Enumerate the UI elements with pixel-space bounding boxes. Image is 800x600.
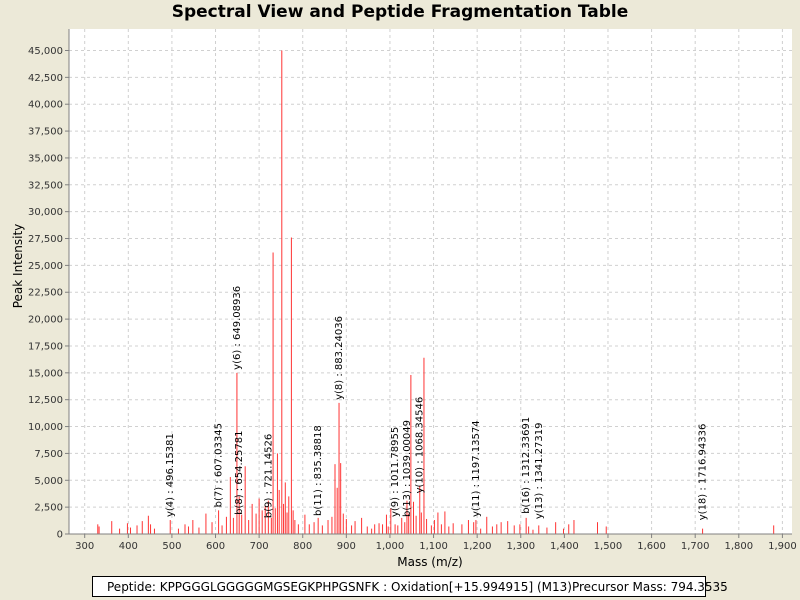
peak-annotation: b(8) : 654.25781 [234, 431, 245, 515]
x-tick-label: 1,600 [637, 541, 666, 552]
peak-annotation: y(18) : 1716.94336 [698, 424, 709, 521]
y-tick-label: 2,500 [34, 503, 63, 514]
peak-annotation: y(9) : 1011.78955 [390, 427, 401, 517]
y-tick-label: 7,500 [34, 449, 63, 460]
y-tick-label: 37,500 [28, 127, 63, 138]
y-tick-label: 42,500 [28, 73, 63, 84]
y-axis-label: Peak Intensity [11, 224, 25, 309]
x-tick-label: 1,500 [594, 541, 623, 552]
axes-group: 300 400 500 600 700 800 900 1,000 1,100 1,200 1,30… [28, 29, 797, 552]
x-tick-label: 600 [206, 541, 225, 552]
chart-title: Spectral View and Peptide Fragmentation … [171, 2, 629, 22]
x-tick-label: 800 [293, 541, 312, 552]
x-tick-label: 1,700 [681, 541, 710, 552]
x-tick-label: 400 [119, 541, 138, 552]
x-tick-label: 1,800 [724, 541, 753, 552]
x-tick-label: 900 [337, 541, 356, 552]
y-tick-label: 0 [57, 530, 63, 541]
y-tick-label: 12,500 [28, 395, 63, 406]
y-tick-label: 5,000 [34, 476, 63, 487]
peak-annotation: y(10) : 1068.34546 [415, 397, 426, 494]
x-tick-label: 500 [162, 541, 181, 552]
y-tick-label: 17,500 [28, 341, 63, 352]
x-tick-label: 700 [250, 541, 269, 552]
peak-annotation: b(9) : 721.14526 [263, 434, 274, 518]
y-tick-label: 15,000 [28, 368, 63, 379]
x-tick-label: 1,100 [419, 541, 448, 552]
y-tick-label: 40,000 [28, 100, 63, 111]
peak-annotation: y(8) : 883.24036 [334, 316, 345, 400]
y-tick-label: 10,000 [28, 422, 63, 433]
y-tick-label: 25,000 [28, 261, 63, 272]
peak-annotation: b(16) : 1312.33691 [521, 417, 532, 514]
plot-area [69, 29, 792, 534]
y-tick-label: 27,500 [28, 234, 63, 245]
x-tick-label: 300 [75, 541, 94, 552]
x-tick-label: 1,400 [550, 541, 579, 552]
x-tick-label: 1,900 [768, 541, 797, 552]
x-tick-label: 1,300 [506, 541, 535, 552]
peak-annotation: y(6) : 649.08936 [232, 286, 243, 370]
peak-annotation: y(4) : 496.15381 [165, 433, 176, 517]
peak-annotation: y(13) : 1341.27319 [534, 423, 545, 520]
peak-annotation: b(13) : 1039.00049 [402, 420, 413, 517]
x-tick-label: 1,000 [376, 541, 405, 552]
peaks-group [97, 50, 775, 534]
y-tick-label: 45,000 [28, 46, 63, 57]
peak-annotation: b(11) : 835.38818 [313, 425, 324, 516]
y-tick-label: 30,000 [28, 207, 63, 218]
y-tick-label: 35,000 [28, 153, 63, 164]
peak-annotation: y(11) : 1197.13574 [471, 420, 482, 517]
x-axis-label: Mass (m/z) [397, 555, 462, 569]
y-tick-label: 20,000 [28, 315, 63, 326]
y-tick-label: 22,500 [28, 288, 63, 299]
grid-lines [69, 29, 792, 534]
y-tick-label: 32,500 [28, 180, 63, 191]
peak-annotation: b(7) : 607.03345 [214, 423, 225, 507]
precursor-mass-label: Precursor Mass: 794.3535 [571, 579, 728, 594]
peptide-label: Peptide: KPPGGGLGGGGGMGSEGKPHPGSNFK : Ox… [107, 579, 572, 594]
peptide-info-box: Peptide: KPPGGGLGGGGGMGSEGKPHPGSNFK : Ox… [92, 576, 728, 597]
annotations-group: y(4) : 496.15381 b(7) : 607.03345 y(6) : 6… [165, 286, 708, 520]
x-tick-label: 1,200 [463, 541, 492, 552]
